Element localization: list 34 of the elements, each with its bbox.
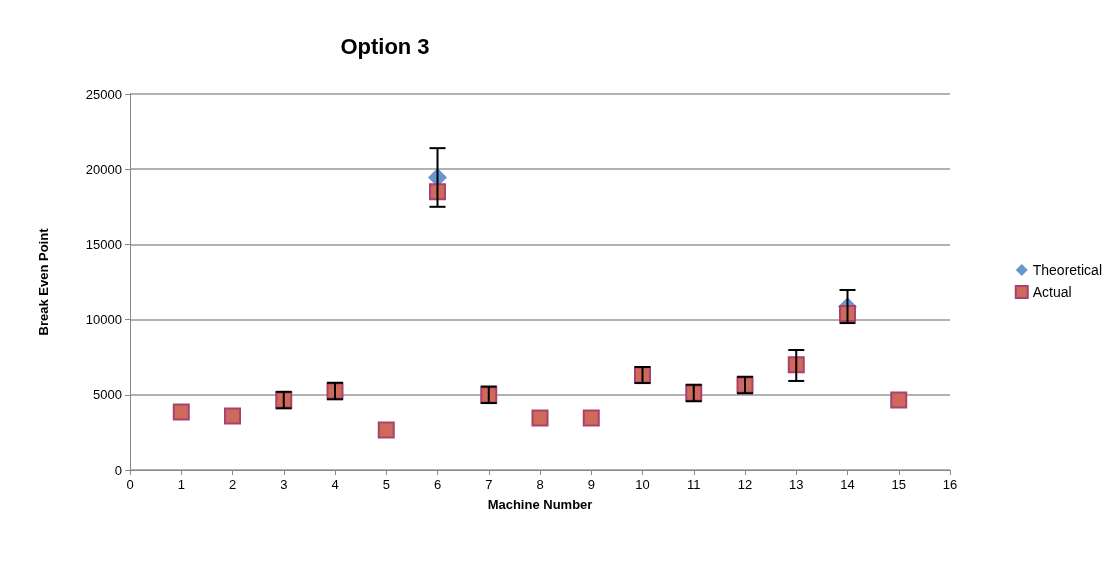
x-tick-label: 5 — [382, 477, 390, 492]
point — [377, 421, 395, 439]
y-tick-label: 10000 — [85, 312, 122, 328]
x-tick-label: 4 — [331, 477, 339, 492]
y-tick-label: 15000 — [85, 236, 122, 252]
x-tick-label: 7 — [485, 477, 493, 492]
point — [224, 407, 241, 425]
x-tick-label: 0 — [126, 477, 134, 492]
x-axis-title: Machine Number — [487, 497, 593, 512]
x-tick-label: 15 — [891, 477, 906, 492]
y-axis-title: Break Even Point — [36, 227, 51, 336]
x-tick-label: 16 — [942, 477, 958, 492]
x-tick-label: 11 — [687, 477, 701, 492]
x-tick-label: 10 — [635, 477, 650, 492]
chart-title: Option 3 — [340, 33, 430, 59]
y-tick-label: 25000 — [85, 86, 122, 102]
y-tick-label: 20000 — [85, 161, 122, 177]
x-tick-label: 2 — [228, 477, 237, 492]
x-tick-label: 13 — [789, 477, 804, 492]
x-tick-label: 1 — [177, 477, 185, 492]
legend-label: Actual — [1032, 284, 1072, 300]
point — [172, 403, 190, 421]
point — [582, 409, 600, 427]
y-tick-label: 0 — [114, 462, 122, 478]
x-tick-label: 6 — [433, 477, 442, 492]
point — [531, 409, 549, 427]
x-tick-label: 3 — [280, 477, 288, 492]
x-tick-label: 14 — [840, 477, 855, 492]
x-tick-label: 9 — [587, 477, 595, 492]
point — [890, 391, 908, 409]
y-tick-label: 5000 — [93, 387, 122, 403]
x-tick-label: 12 — [737, 477, 753, 492]
legend-label: Theoretical — [1032, 262, 1103, 278]
x-tick-label: 8 — [536, 477, 544, 492]
